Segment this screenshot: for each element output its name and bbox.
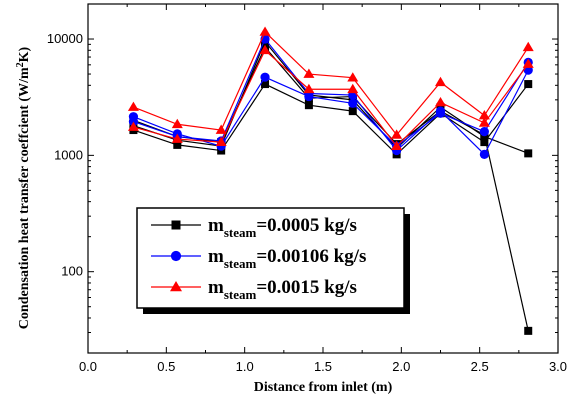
x-tick-label: 1.5 (314, 359, 332, 374)
data-point-circle (479, 127, 489, 137)
data-point-triangle (435, 76, 446, 87)
data-point-triangle (170, 281, 182, 292)
x-tick-label: 2.5 (471, 359, 489, 374)
data-point-square (524, 80, 533, 89)
x-tick-label: 0.0 (79, 359, 97, 374)
data-point-triangle (259, 26, 271, 36)
x-axis-title: Distance from inlet (m) (254, 380, 393, 395)
data-point-circle (170, 250, 182, 262)
plot-area: 0.0 0.5 1.0 1.5 2.0 2.5 3.0 100 1000 10000 (47, 3, 567, 374)
data-point-triangle (171, 133, 183, 143)
data-point-triangle (303, 83, 315, 94)
series-line (133, 49, 529, 148)
data-point-triangle (522, 41, 534, 52)
data-point-square (304, 101, 313, 110)
legend-item: msteam=0.0015 kg/s (151, 277, 357, 302)
y-axis-title-sup: 2 (15, 62, 26, 67)
data-point-square (171, 220, 181, 230)
data-point-triangle (215, 124, 227, 134)
data-point-triangle (522, 58, 534, 68)
series-line (133, 30, 529, 136)
y-axis-title-main: Condensation heat transfer coeffcient (W… (17, 67, 32, 329)
legend-item: msteam=0.0005 kg/s (151, 215, 357, 240)
data-point-triangle (391, 140, 403, 150)
data-point-square (524, 149, 533, 158)
x-tick-label: 3.0 (549, 359, 567, 374)
y-tick-label: 1000 (54, 147, 83, 162)
series-group-3 (127, 26, 534, 150)
legend: msteam=0.0005 kg/s msteam=0.00106 kg/s mst… (136, 207, 410, 314)
y-tick-label: 10000 (47, 31, 83, 46)
y-axis-title: Condensation heat transfer coeffcient (W… (15, 46, 33, 329)
y-tick-label: 100 (61, 264, 83, 279)
data-point-triangle (435, 96, 446, 107)
data-point-triangle (478, 110, 490, 120)
data-point-circle (348, 98, 358, 108)
data-point-square (261, 80, 270, 89)
data-point-triangle (127, 121, 139, 131)
y-axis-title-end: K) (17, 46, 32, 62)
data-point-triangle (215, 136, 227, 146)
data-point-triangle (259, 44, 271, 55)
data-point-triangle (478, 117, 490, 127)
legend-item: msteam=0.00106 kg/s (151, 246, 366, 271)
axis-ticks (87, 3, 559, 354)
data-point-triangle (391, 129, 403, 139)
data-point-circle (260, 72, 270, 82)
x-tick-label: 1.0 (236, 359, 254, 374)
x-tick-label: 2.0 (392, 359, 410, 374)
data-point-triangle (171, 118, 183, 129)
data-point-triangle (127, 101, 139, 111)
data-point-square (348, 107, 357, 116)
legend-label: msteam=0.0005 kg/s (208, 215, 357, 240)
series-line (133, 37, 529, 156)
legend-label: msteam=0.0015 kg/s (208, 277, 357, 302)
data-point-circle (479, 149, 489, 159)
series-line (133, 83, 529, 156)
tick-labels: 0.0 0.5 1.0 1.5 2.0 2.5 3.0 100 1000 10000 (47, 31, 567, 374)
data-point-triangle (347, 72, 359, 82)
data-point-square (173, 140, 182, 149)
series-layer (127, 26, 534, 335)
x-tick-label: 0.5 (157, 359, 175, 374)
legend-label: msteam=0.00106 kg/s (208, 246, 366, 271)
data-point-triangle (347, 83, 359, 94)
data-point-square (524, 326, 533, 335)
data-point-square (480, 138, 489, 147)
data-point-circle (435, 106, 446, 116)
data-point-triangle (303, 68, 315, 78)
